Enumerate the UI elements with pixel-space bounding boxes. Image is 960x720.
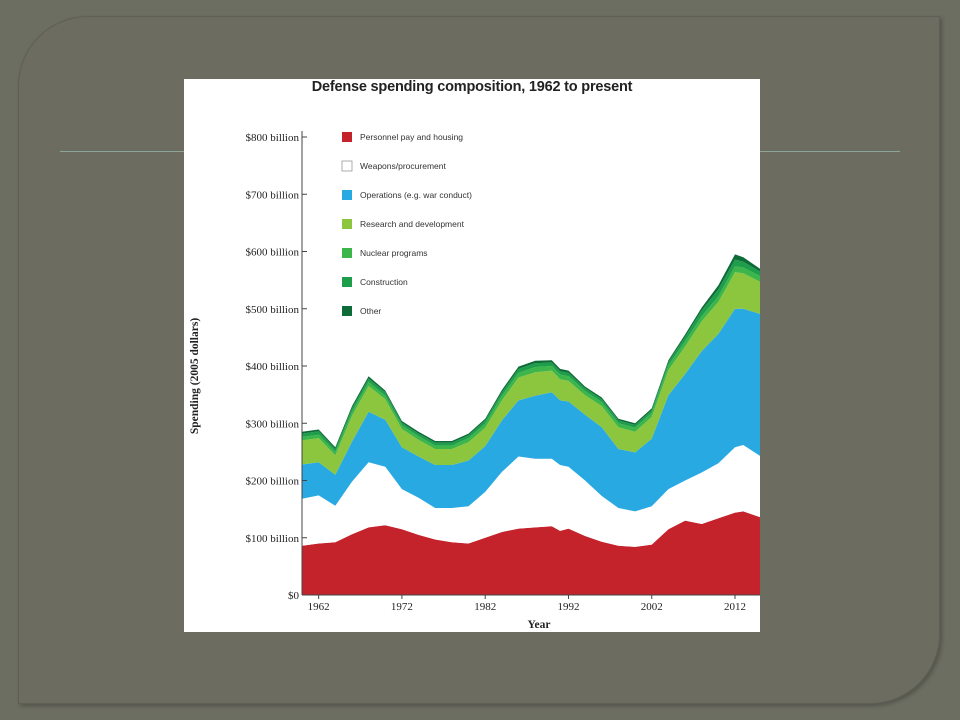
y-tick-label: $0	[288, 590, 300, 602]
x-tick-label: 2012	[724, 601, 746, 613]
x-tick-label: 1992	[557, 601, 579, 613]
legend-swatch-personnel-pay-and-housing	[342, 132, 352, 142]
legend-swatch-other	[342, 306, 352, 316]
y-axis-label: Spending (2005 dollars)	[189, 318, 201, 434]
y-tick-label: $300 billion	[246, 418, 300, 430]
legend-label-nuclear-programs: Nuclear programs	[360, 248, 428, 258]
slide-divider-right	[760, 151, 900, 152]
chart-axes: $0 $100 billion $200 billion $300 billion $4…	[246, 131, 760, 613]
legend-swatch-weapons-procurement	[341, 160, 353, 172]
chart-card: Defense spending composition, 1962 to pr…	[184, 79, 760, 632]
area-operations-e-g-war-conduct	[302, 308, 760, 512]
x-tick-label: 2002	[641, 601, 663, 613]
slide-divider-left	[60, 151, 184, 152]
area-research-and-development	[302, 272, 760, 475]
y-tick-label: $100 billion	[246, 533, 300, 545]
legend-label-research-and-development: Research and development	[360, 219, 465, 229]
x-tick-label: 1962	[308, 601, 330, 613]
y-tick-label: $600 billion	[246, 247, 300, 259]
legend-swatch-construction	[342, 277, 352, 287]
chart-areas	[302, 254, 760, 595]
legend-label-construction: Construction	[360, 277, 408, 287]
legend-swatch-research-and-development	[342, 219, 352, 229]
area-weapons-procurement	[302, 445, 760, 547]
legend-swatch-operations-e-g-war-conduct	[342, 190, 352, 200]
x-tick-label: 1982	[474, 601, 496, 613]
y-tick-label: $200 billion	[246, 476, 300, 488]
chart-title: Defense spending composition, 1962 to pr…	[311, 79, 633, 95]
legend-label-operations-e-g-war-conduct: Operations (e.g. war conduct)	[360, 190, 472, 200]
legend-swatch-nuclear-programs	[342, 248, 352, 258]
y-tick-label: $700 billion	[246, 189, 300, 201]
y-tick-label: $500 billion	[246, 304, 300, 316]
chart-legend: Personnel pay and housing Weapons/procure…	[341, 132, 472, 316]
legend-label-other: Other	[360, 306, 381, 316]
x-axis-label: Year	[528, 619, 551, 631]
legend-label-weapons-procurement: Weapons/procurement	[360, 161, 446, 171]
x-tick-label: 1972	[391, 601, 413, 613]
chart-svg: $0 $100 billion $200 billion $300 billion $4…	[189, 131, 760, 631]
legend-label-personnel-pay-and-housing: Personnel pay and housing	[360, 132, 463, 142]
area-personnel-pay-and-housing	[302, 511, 760, 595]
y-tick-label: $800 billion	[246, 132, 300, 144]
y-tick-label: $400 billion	[246, 361, 300, 373]
